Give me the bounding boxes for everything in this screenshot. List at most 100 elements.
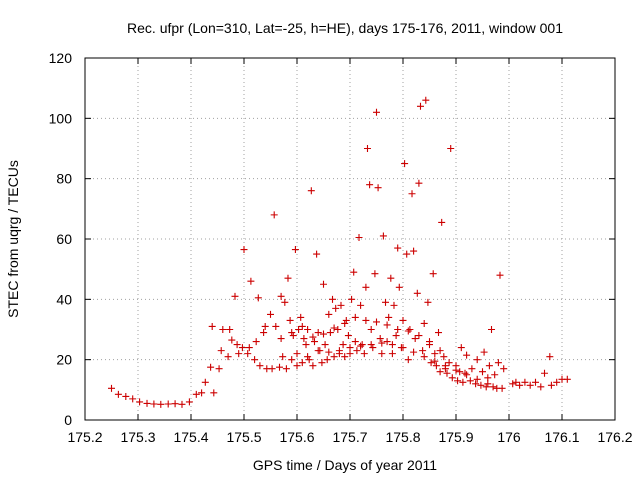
data-point (357, 342, 365, 350)
data-point (367, 326, 375, 333)
data-point (281, 298, 289, 306)
data-point (419, 347, 427, 355)
data-point (484, 380, 492, 388)
data-point (395, 283, 403, 291)
data-point (323, 356, 331, 364)
data-point (150, 400, 158, 408)
data-point (484, 374, 492, 382)
data-point (363, 145, 371, 152)
data-point (219, 326, 227, 333)
data-point (362, 316, 370, 324)
data-point (563, 375, 571, 383)
data-point (320, 330, 327, 338)
data-point (108, 384, 115, 392)
y-tick-label: 120 (49, 50, 73, 66)
data-point (309, 333, 317, 341)
data-point (143, 399, 151, 407)
data-point (373, 318, 380, 326)
data-point (178, 400, 186, 408)
data-point (362, 283, 370, 291)
data-point (411, 335, 419, 343)
data-point (415, 179, 423, 187)
data-point (277, 335, 285, 343)
data-point (297, 313, 305, 321)
data-point (351, 338, 359, 346)
y-tick-label: 60 (56, 231, 72, 247)
data-point (448, 374, 456, 382)
data-point (351, 313, 359, 321)
y-tick-label: 100 (49, 110, 73, 126)
data-point (416, 102, 424, 110)
data-point (332, 304, 340, 312)
data-point (553, 378, 561, 386)
data-point (226, 326, 234, 333)
data-point (355, 233, 363, 241)
data-point (235, 350, 243, 358)
data-point (512, 378, 520, 386)
data-point (298, 359, 306, 367)
data-point (267, 310, 274, 318)
data-point (401, 160, 409, 168)
data-point (247, 277, 255, 285)
x-tick-label: 175.3 (120, 429, 155, 445)
x-tick-label: 175.9 (438, 429, 473, 445)
data-point (261, 322, 269, 330)
data-point (325, 348, 333, 356)
data-point (279, 353, 287, 361)
data-point (456, 368, 464, 376)
data-point (335, 347, 343, 355)
data-point (282, 365, 290, 373)
data-point (307, 187, 315, 195)
data-point (298, 322, 306, 330)
data-point (325, 310, 333, 318)
data-point (390, 301, 398, 309)
data-points (108, 96, 571, 408)
data-point (272, 322, 280, 330)
data-point (426, 338, 433, 346)
data-point (420, 319, 428, 327)
data-point (185, 398, 193, 406)
data-point (295, 326, 303, 333)
data-point (304, 353, 312, 361)
data-point (485, 362, 493, 370)
data-point (321, 341, 329, 349)
data-point (367, 341, 375, 349)
data-point (385, 313, 393, 321)
data-point (436, 368, 444, 376)
data-point (293, 350, 301, 358)
data-point (376, 335, 384, 343)
data-point (360, 350, 368, 358)
data-point (473, 356, 481, 364)
y-tick-label: 80 (56, 171, 72, 187)
data-point (447, 145, 455, 152)
data-point (387, 274, 395, 282)
data-point (318, 359, 326, 367)
data-point (406, 326, 414, 333)
data-point (547, 381, 555, 389)
data-point (293, 362, 301, 370)
y-tick-label: 20 (56, 352, 72, 368)
data-point (286, 316, 294, 324)
data-point (260, 329, 268, 337)
data-point (431, 357, 439, 365)
data-point (482, 383, 490, 391)
data-point (496, 271, 504, 279)
data-point (383, 338, 391, 346)
data-point (404, 356, 412, 364)
data-point (479, 368, 486, 376)
data-point (251, 356, 259, 364)
data-point (366, 181, 374, 189)
data-point (320, 280, 327, 288)
data-point (378, 339, 386, 347)
data-point (201, 378, 209, 386)
data-point (459, 378, 467, 386)
data-point (164, 400, 172, 408)
data-point (339, 341, 347, 349)
data-point (541, 369, 549, 377)
data-point (210, 389, 218, 397)
data-point (461, 369, 469, 377)
data-point (233, 341, 241, 349)
data-point (427, 359, 435, 367)
data-point (498, 384, 506, 392)
